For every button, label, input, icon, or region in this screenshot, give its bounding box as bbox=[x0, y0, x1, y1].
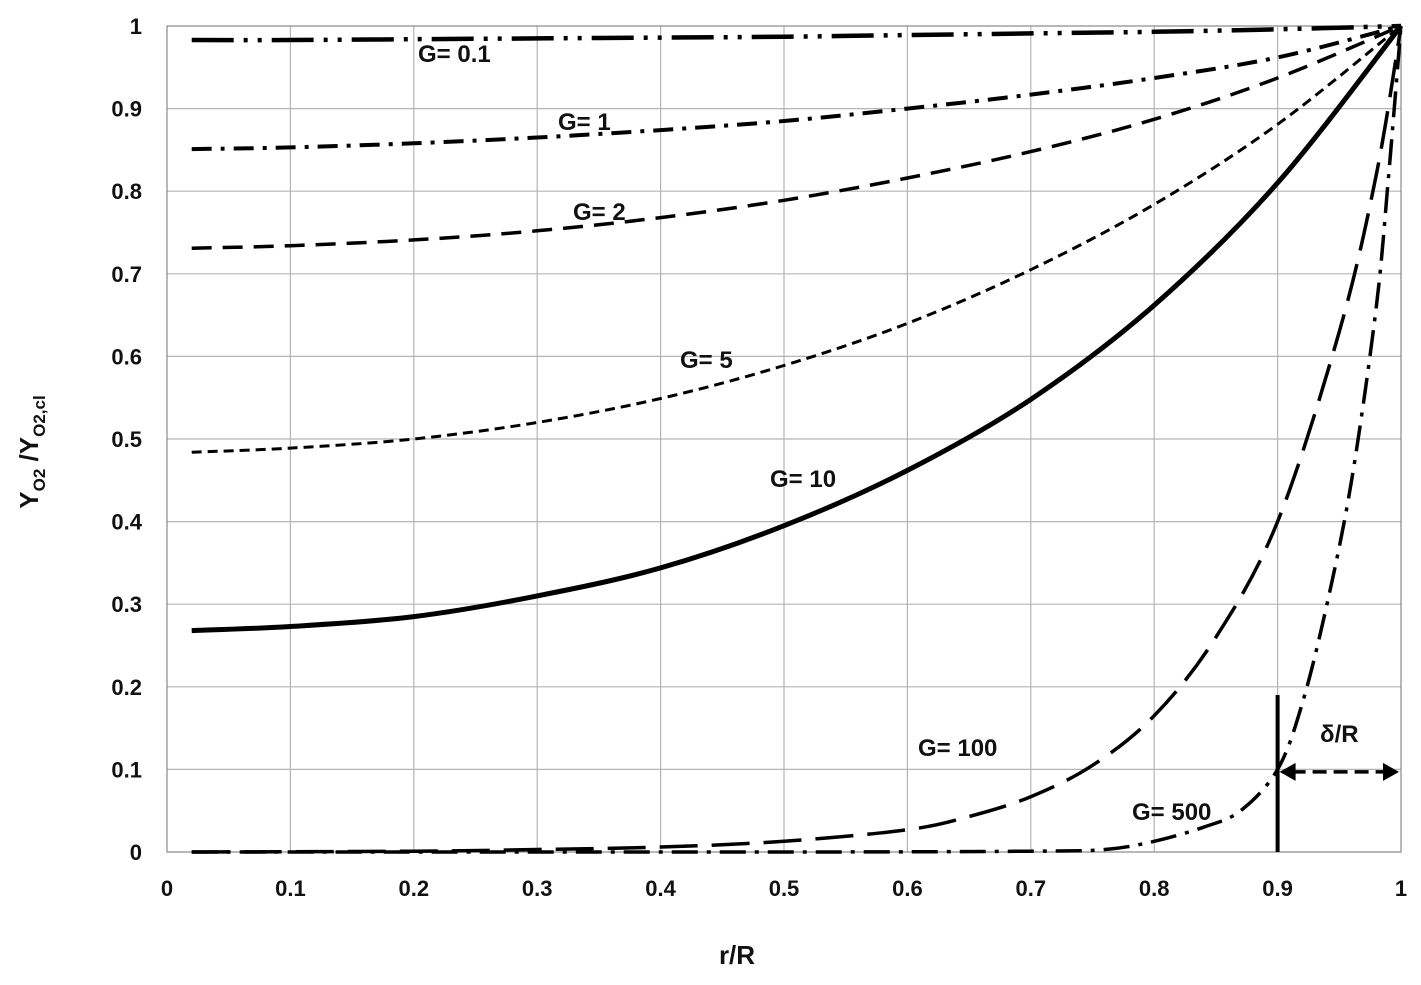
x-tick-label: 0.3 bbox=[522, 876, 553, 901]
series-line-6 bbox=[191, 25, 1403, 854]
curve-labels: G= 0.1 G= 1 G= 2 G= 5 G= 10 G= 100 G= 500 bbox=[418, 41, 1211, 826]
y-tick-label: 0.6 bbox=[111, 344, 142, 369]
tick-labels: 0 0.1 0.2 0.3 0.4 0.5 0.6 0.7 0.8 0.9 1 0 0.1 0.2 0.3 0… bbox=[111, 14, 1407, 901]
curve-label-7: G= 500 bbox=[1132, 799, 1211, 826]
y-tick-label: 0 bbox=[130, 840, 142, 865]
curve-label-3: G= 2 bbox=[573, 199, 626, 226]
y-axis-title: YO2 /YO2,cl bbox=[14, 395, 49, 508]
curve-label-5: G= 10 bbox=[770, 466, 836, 493]
x-tick-label: 1 bbox=[1395, 876, 1407, 901]
x-tick-label: 0.7 bbox=[1016, 876, 1047, 901]
curve-label-2: G= 1 bbox=[558, 109, 611, 136]
x-tick-label: 0.1 bbox=[275, 876, 306, 901]
x-tick-label: 0.6 bbox=[892, 876, 923, 901]
series-line-5 bbox=[191, 24, 1403, 634]
delta-arrow-head-right bbox=[1383, 762, 1399, 781]
series-layer bbox=[191, 23, 1403, 854]
x-tick-label: 0 bbox=[161, 876, 173, 901]
delta-label: δ/R bbox=[1320, 721, 1359, 748]
series-line-4 bbox=[191, 24, 1402, 454]
x-axis-title: r/R bbox=[719, 940, 755, 970]
x-tick-label: 0.5 bbox=[769, 876, 800, 901]
x-tick-label: 0.2 bbox=[399, 876, 430, 901]
y-tick-label: 0.9 bbox=[111, 97, 142, 122]
x-tick-label: 0.9 bbox=[1262, 876, 1293, 901]
y-tick-label: 0.4 bbox=[111, 510, 142, 535]
grid bbox=[167, 26, 1401, 852]
series-line-3 bbox=[191, 24, 1402, 250]
series-line-7 bbox=[191, 25, 1403, 854]
y-tick-label: 0.8 bbox=[111, 179, 142, 204]
y-tick-label: 0.1 bbox=[111, 757, 142, 782]
y-tick-label: 0.2 bbox=[111, 675, 142, 700]
annotation-layer: δ/R bbox=[1275, 695, 1399, 852]
series-line-2 bbox=[191, 24, 1402, 152]
x-tick-label: 0.4 bbox=[645, 876, 676, 901]
y-tick-label: 0.3 bbox=[111, 592, 142, 617]
curve-label-1: G= 0.1 bbox=[418, 41, 491, 68]
series-line-1 bbox=[191, 23, 1402, 43]
curve-label-4: G= 5 bbox=[680, 347, 733, 374]
curve-label-6: G= 100 bbox=[918, 735, 997, 762]
delta-arrow-head-left bbox=[1279, 762, 1296, 781]
y-tick-label: 0.5 bbox=[111, 427, 142, 452]
x-tick-label: 0.8 bbox=[1139, 876, 1170, 901]
y-tick-label: 0.7 bbox=[111, 262, 142, 287]
y-tick-label: 1 bbox=[130, 14, 142, 39]
